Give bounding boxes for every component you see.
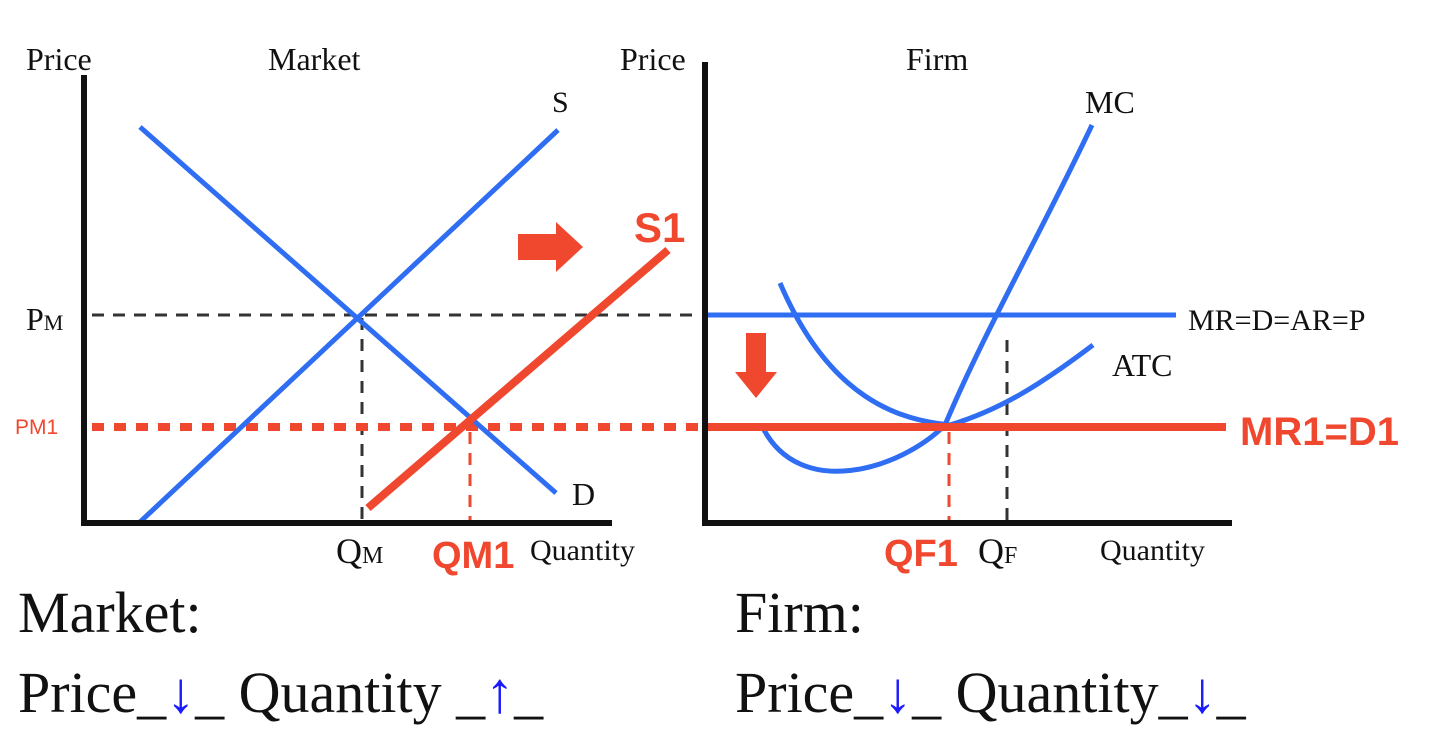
market-x-axis-label: Quantity (530, 534, 635, 567)
atc-curve (777, 282, 1095, 428)
mr1-label: MR1=D1 (1240, 410, 1399, 454)
qf1-label: QF1 (884, 533, 958, 575)
market-quantity-text: _ Quantity _ (195, 660, 486, 725)
firm-price-text: Price_ (735, 660, 884, 725)
market-price-text: Price_ (18, 660, 167, 725)
pm1-label: PM1 (15, 416, 58, 439)
firm-quantity-down-arrow-icon: ↓ (1187, 660, 1217, 725)
firm-price-down-arrow-icon: ↓ (883, 660, 913, 725)
qm1-label: QM1 (432, 535, 514, 577)
demand-label: D (572, 476, 595, 512)
new-supply-label: S1 (634, 204, 685, 251)
atc-label: ATC (1112, 347, 1172, 383)
market-heading: Market: (18, 580, 202, 645)
firm-title: Firm (906, 41, 968, 77)
supply-label: S (552, 86, 569, 119)
right-shift-arrow-icon (518, 222, 583, 272)
mc-label: MC (1085, 84, 1135, 120)
down-shift-arrow-icon (735, 333, 777, 398)
firm-panel: Price Firm MC MR=D=AR=P ATC MR1=D1 QF1 Q… (620, 41, 1399, 575)
firm-y-axis-label: Price (620, 41, 686, 77)
firm-quantity-text: _ Quantity_ (912, 660, 1188, 725)
market-title: Market (268, 41, 361, 77)
new-supply-curve (365, 246, 671, 512)
market-quantity-up-arrow-icon: ↑ (485, 660, 515, 725)
market-panel: Price Market S S1 D PM PM1 QM QM1 Quanti… (15, 41, 700, 577)
firm-heading: Firm: (735, 580, 864, 645)
supply-shift-diagram: Price Market S S1 D PM PM1 QM QM1 Quanti… (15, 41, 1399, 577)
qf-label: QF (978, 531, 1017, 571)
market-summary-line: Price_↓_ Quantity _↑_ (18, 664, 543, 722)
demand-curve (138, 125, 558, 495)
market-y-axis-label: Price (26, 41, 92, 77)
firm-line-end: _ (1216, 660, 1246, 725)
supply-curve (138, 128, 560, 524)
mc-curve (760, 123, 1095, 474)
market-line-end: _ (514, 660, 544, 725)
pm-label: PM (26, 301, 63, 337)
mr-label: MR=D=AR=P (1188, 304, 1365, 337)
qm-label: QM (336, 531, 383, 571)
firm-x-axis-label: Quantity (1100, 534, 1205, 567)
market-price-down-arrow-icon: ↓ (166, 660, 196, 725)
firm-summary-line: Price_↓_ Quantity_↓_ (735, 664, 1246, 722)
